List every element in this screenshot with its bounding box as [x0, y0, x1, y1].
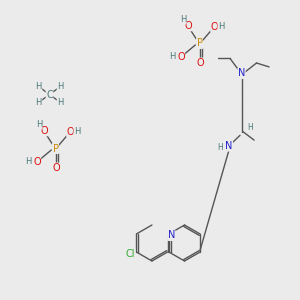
- Text: H: H: [169, 52, 176, 61]
- Text: H: H: [35, 98, 42, 107]
- Text: H: H: [25, 157, 32, 166]
- Text: N: N: [168, 230, 175, 241]
- Text: H: H: [35, 82, 42, 91]
- Text: O: O: [67, 127, 74, 137]
- Text: H: H: [180, 15, 186, 24]
- Text: H: H: [74, 127, 80, 136]
- Text: O: O: [184, 21, 192, 31]
- Text: O: O: [52, 163, 60, 173]
- Text: O: O: [211, 22, 218, 32]
- Text: H: H: [57, 98, 64, 107]
- Text: O: O: [40, 126, 48, 136]
- Text: H: H: [57, 82, 64, 91]
- Text: H: H: [36, 120, 42, 129]
- Text: N: N: [225, 141, 233, 151]
- Text: Cl: Cl: [126, 249, 135, 260]
- Text: O: O: [33, 157, 41, 167]
- Text: H: H: [218, 143, 224, 152]
- Text: H: H: [247, 123, 253, 132]
- Text: C: C: [46, 89, 53, 100]
- Text: H: H: [218, 22, 224, 31]
- Text: P: P: [52, 143, 59, 154]
- Text: O: O: [177, 52, 185, 62]
- Text: P: P: [196, 38, 202, 49]
- Text: O: O: [196, 58, 204, 68]
- Text: N: N: [238, 68, 245, 79]
